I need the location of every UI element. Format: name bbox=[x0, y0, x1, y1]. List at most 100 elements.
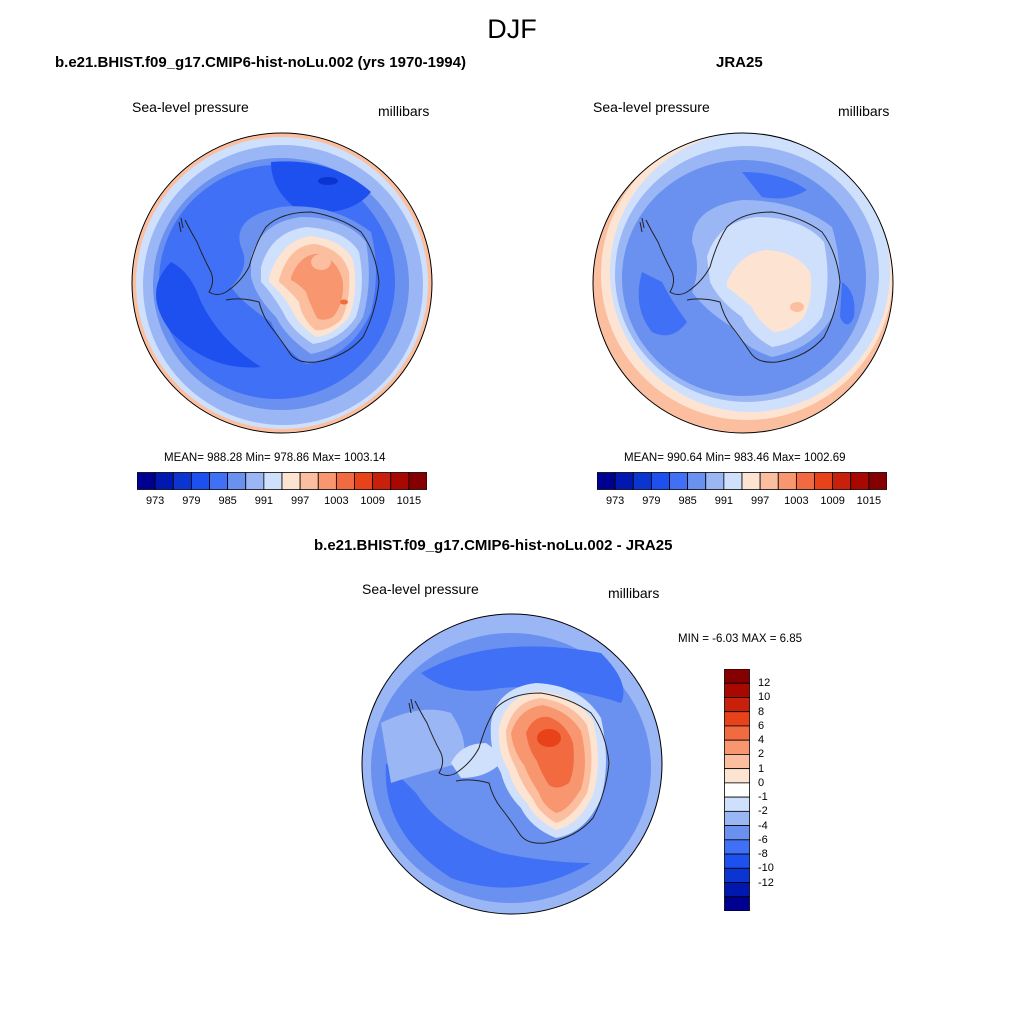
colorbar-swatch bbox=[408, 472, 427, 490]
colorbar-tick-label: 6 bbox=[758, 719, 765, 732]
colorbar-swatch bbox=[263, 472, 283, 490]
colorbar-tick-label: 991 bbox=[254, 495, 274, 507]
colorbar-swatch bbox=[137, 472, 156, 490]
colorbar-tick-label: 973 bbox=[145, 495, 165, 507]
colorbar-swatch bbox=[614, 472, 634, 490]
colorbar-swatch bbox=[741, 472, 761, 490]
colorbar-swatch bbox=[190, 472, 210, 490]
colorbar-tick-label: 1003 bbox=[324, 495, 349, 507]
model-units-label: millibars bbox=[378, 103, 430, 119]
colorbar-swatch bbox=[669, 472, 689, 490]
colorbar-swatch bbox=[372, 472, 392, 490]
diff-colorbar bbox=[724, 669, 750, 911]
colorbar-swatch bbox=[724, 853, 750, 869]
obs-stats: MEAN= 990.64 Min= 983.46 Max= 1002.69 bbox=[624, 452, 846, 464]
colorbar-swatch bbox=[724, 682, 750, 698]
diff-units-label: millibars bbox=[608, 585, 660, 601]
colorbar-tick-label: -2 bbox=[758, 805, 768, 818]
colorbar-tick-label: 10 bbox=[758, 691, 771, 704]
colorbar-swatch bbox=[868, 472, 887, 490]
colorbar-swatch bbox=[724, 711, 750, 727]
obs-units-label: millibars bbox=[838, 103, 890, 119]
colorbar-swatch bbox=[724, 697, 750, 713]
colorbar-swatch bbox=[281, 472, 301, 490]
colorbar-tick-label: 1009 bbox=[820, 495, 845, 507]
colorbar-tick-label: 1003 bbox=[784, 495, 809, 507]
model-polar-map bbox=[131, 132, 433, 434]
colorbar-tick-label: 12 bbox=[758, 677, 771, 690]
colorbar-swatch bbox=[209, 472, 229, 490]
colorbar-tick-label: 979 bbox=[182, 495, 201, 507]
colorbar-swatch bbox=[687, 472, 707, 490]
colorbar-tick-label: 997 bbox=[750, 495, 770, 507]
colorbar-swatch bbox=[759, 472, 779, 490]
diff-colorbar-ticks: 12 10 8 6 4 2 1 0 -1 -2 -4 -6 -8 -10 -12 bbox=[758, 669, 798, 911]
colorbar-swatch bbox=[724, 754, 750, 770]
colorbar-swatch bbox=[632, 472, 652, 490]
colorbar-swatch bbox=[850, 472, 870, 490]
colorbar-swatch bbox=[724, 782, 750, 798]
colorbar-tick-label: 979 bbox=[642, 495, 661, 507]
colorbar-swatch bbox=[724, 669, 750, 684]
colorbar-tick-label: -6 bbox=[758, 833, 768, 846]
colorbar-tick-label: 1 bbox=[758, 762, 765, 775]
diff-panel-title: b.e21.BHIST.f09_g17.CMIP6-hist-noLu.002 … bbox=[314, 537, 673, 554]
colorbar-swatch bbox=[724, 839, 750, 855]
colorbar-tick-label: 4 bbox=[758, 734, 765, 747]
colorbar-tick-label: -10 bbox=[758, 862, 774, 875]
colorbar-swatch bbox=[390, 472, 410, 490]
obs-variable-label: Sea-level pressure bbox=[593, 99, 710, 115]
colorbar-swatch bbox=[354, 472, 374, 490]
colorbar-tick-label: 1015 bbox=[856, 495, 882, 507]
colorbar-swatch bbox=[724, 739, 750, 755]
colorbar-tick-label: 1009 bbox=[360, 495, 385, 507]
model-colorbar-ticks: 973 979 985 991 997 1003 1009 1015 bbox=[137, 495, 427, 509]
obs-polar-map bbox=[592, 132, 894, 434]
diff-stats: MIN = -6.03 MAX = 6.85 bbox=[678, 633, 803, 645]
colorbar-swatch bbox=[172, 472, 192, 490]
colorbar-swatch bbox=[317, 472, 337, 490]
model-stats: MEAN= 988.28 Min= 978.86 Max= 1003.14 bbox=[164, 452, 386, 464]
diff-polar-map bbox=[361, 613, 663, 915]
colorbar-tick-label: 8 bbox=[758, 705, 765, 718]
colorbar-tick-label: 985 bbox=[678, 495, 697, 507]
colorbar-swatch bbox=[832, 472, 852, 490]
colorbar-tick-label: 1015 bbox=[396, 495, 422, 507]
colorbar-tick-label: 991 bbox=[714, 495, 734, 507]
colorbar-swatch bbox=[154, 472, 174, 490]
colorbar-swatch bbox=[597, 472, 616, 490]
colorbar-swatch bbox=[724, 825, 750, 841]
colorbar-swatch bbox=[705, 472, 725, 490]
model-variable-label: Sea-level pressure bbox=[132, 99, 249, 115]
colorbar-swatch bbox=[227, 472, 247, 490]
colorbar-swatch bbox=[245, 472, 265, 490]
colorbar-swatch bbox=[724, 896, 750, 911]
colorbar-swatch bbox=[724, 867, 750, 883]
colorbar-swatch bbox=[724, 796, 750, 812]
obs-panel-title: JRA25 bbox=[716, 54, 763, 71]
diff-variable-label: Sea-level pressure bbox=[362, 581, 479, 597]
colorbar-tick-label: -8 bbox=[758, 848, 768, 861]
colorbar-swatch bbox=[795, 472, 815, 490]
colorbar-swatch bbox=[335, 472, 355, 490]
colorbar-swatch bbox=[724, 725, 750, 741]
colorbar-swatch bbox=[777, 472, 797, 490]
colorbar-tick-label: 985 bbox=[218, 495, 237, 507]
obs-colorbar-ticks: 973 979 985 991 997 1003 1009 1015 bbox=[597, 495, 887, 509]
colorbar-swatch bbox=[650, 472, 670, 490]
colorbar-swatch bbox=[724, 768, 750, 784]
model-panel-title: b.e21.BHIST.f09_g17.CMIP6-hist-noLu.002 … bbox=[55, 54, 466, 71]
colorbar-swatch bbox=[814, 472, 834, 490]
colorbar-tick-label: 997 bbox=[290, 495, 310, 507]
colorbar-swatch bbox=[724, 810, 750, 826]
colorbar-tick-label: 2 bbox=[758, 748, 765, 761]
colorbar-tick-label: -12 bbox=[758, 876, 774, 889]
colorbar-tick-label: -1 bbox=[758, 791, 768, 804]
obs-colorbar bbox=[597, 472, 887, 490]
colorbar-tick-label: 0 bbox=[758, 776, 765, 789]
colorbar-swatch bbox=[724, 882, 750, 898]
colorbar-tick-label: -4 bbox=[758, 819, 768, 832]
colorbar-swatch bbox=[723, 472, 743, 490]
colorbar-swatch bbox=[299, 472, 319, 490]
model-colorbar bbox=[137, 472, 427, 490]
